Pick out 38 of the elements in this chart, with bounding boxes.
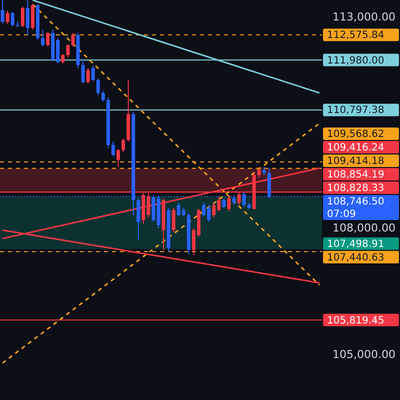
candlestick [101,90,105,102]
candlestick [116,148,120,168]
candlestick [172,208,176,233]
ref-line-label: 112,575.84 [327,30,384,42]
candlestick [26,0,30,36]
y-tick-label: 105,000.00 [332,348,396,362]
candlestick [81,58,85,84]
candlestick [111,141,115,157]
candlestick [46,32,50,48]
candlestick [6,10,10,25]
candlestick [222,198,226,208]
candlestick [66,44,70,58]
ref-line-label: 111,980.00 [327,55,384,66]
candlestick [41,29,45,48]
y-tick-label: 113,000.00 [332,10,396,24]
candlestick [227,195,231,212]
ref-line-label: 107,440.63 [327,252,384,264]
ref-line-label: 110,797.38 [327,105,384,116]
candlestick [71,32,75,48]
y-tick-label: 108,000.00 [332,222,396,235]
candlestick [10,11,14,27]
ref-line-label: 109,414.18 [327,156,384,168]
band-label: 107,498.91 [327,238,384,250]
ref-line-label: 108,854.19 [327,170,384,181]
candlestick [20,6,24,28]
candlestick [30,4,34,30]
candlestick [96,78,100,96]
candlestick [91,65,95,82]
candlestick [61,54,65,64]
ref-line-label: 108,746.50 07:09 [327,196,384,220]
ref-line-label: 105,819.45 [327,315,384,326]
candlestick [122,138,126,153]
ref-line-label: 109,568.62 [327,129,384,140]
band-label: 108,828.33 [327,183,384,194]
candlestick [257,166,261,178]
text: 109,416.24 [327,142,384,154]
candlestick [0,0,4,24]
candlestick [86,68,90,84]
